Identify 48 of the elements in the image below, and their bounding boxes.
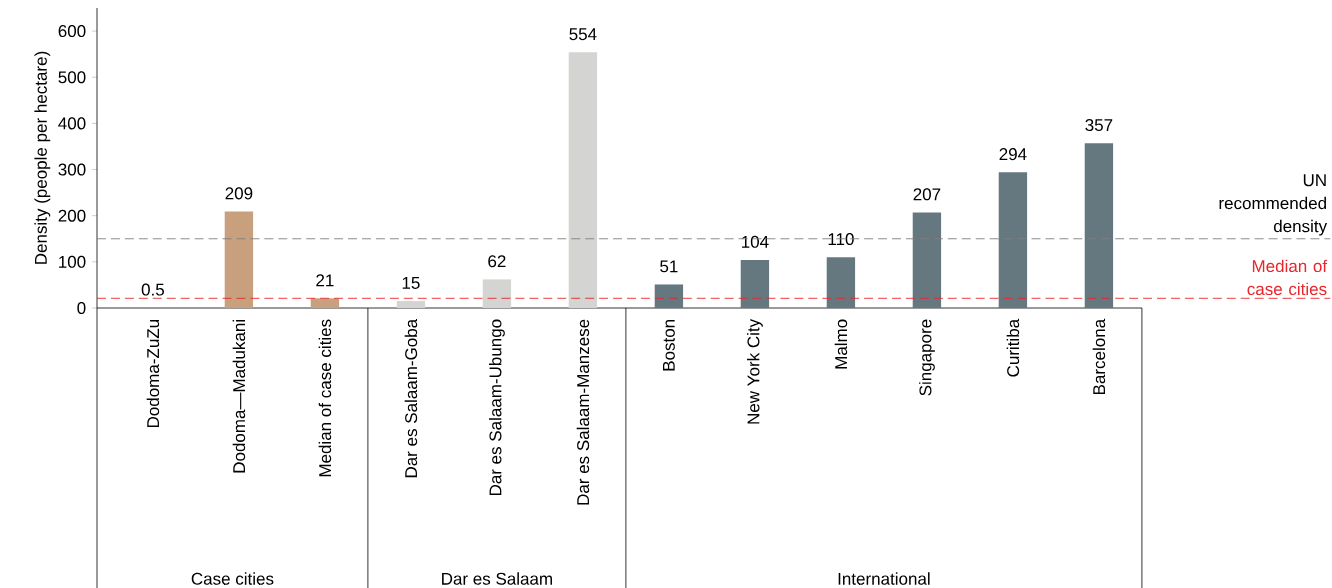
- bar: [998, 172, 1028, 308]
- bar: [654, 284, 684, 308]
- ref-line-label: UN recommended density: [1219, 174, 1328, 236]
- data-label: 51: [660, 260, 678, 273]
- bar: [1084, 143, 1114, 308]
- text: International: [838, 572, 930, 585]
- data-label: 21: [316, 274, 334, 287]
- data-label: 207: [913, 188, 941, 201]
- x-tick-label: Singapore: [918, 319, 935, 396]
- bar: [568, 52, 598, 308]
- x-tick-label: Dar es Salaam-Goba: [404, 318, 418, 478]
- data-label: 554: [569, 28, 597, 41]
- text: Dar es Salaam: [442, 572, 552, 585]
- bar: [396, 301, 426, 308]
- data-label: 209: [225, 187, 253, 200]
- y-tick-label: 0: [77, 301, 86, 315]
- bar: [740, 260, 770, 308]
- x-tick-label: Median of case cities: [318, 319, 332, 477]
- data-label: 62: [488, 255, 506, 268]
- bar: [224, 211, 254, 308]
- text: Case cities: [191, 572, 274, 585]
- y-tick-label: 400: [58, 117, 86, 130]
- bar: [826, 257, 856, 308]
- ref-line-label: Median of case cities: [1247, 259, 1328, 296]
- y-tick-label: 300: [58, 163, 86, 176]
- y-tick-label: 100: [59, 255, 86, 268]
- y-tick-label: 500: [58, 71, 86, 84]
- data-label: 15: [402, 277, 420, 289]
- data-label: 294: [999, 148, 1027, 161]
- x-tick-label: Barcelona: [1092, 318, 1106, 395]
- y-axis-title: Density (people per hectare): [34, 51, 51, 264]
- y-tick-label: 600: [58, 25, 86, 38]
- data-label: 357: [1085, 119, 1113, 132]
- y-tick-label: 200: [58, 209, 86, 222]
- data-label: 0.5: [141, 283, 164, 296]
- bar: [310, 298, 340, 308]
- x-tick-label: Dodoma—Madukani: [232, 320, 246, 473]
- x-tick-label: Curitiba: [1006, 318, 1020, 377]
- x-tick-label: Dar es Salaam-Ubungo: [488, 319, 505, 496]
- x-tick-label: New York City: [746, 318, 763, 424]
- x-tick-label: Malmo: [834, 319, 848, 369]
- bar: [482, 279, 512, 308]
- data-label: 104: [742, 235, 769, 248]
- data-label: 110: [828, 233, 854, 246]
- x-tick-label: Boston: [662, 319, 675, 371]
- x-tick-label: Dar es Salaam-Manzese: [576, 319, 590, 505]
- bar: [912, 212, 942, 308]
- x-tick-label: Dodoma-ZuZu: [146, 319, 160, 428]
